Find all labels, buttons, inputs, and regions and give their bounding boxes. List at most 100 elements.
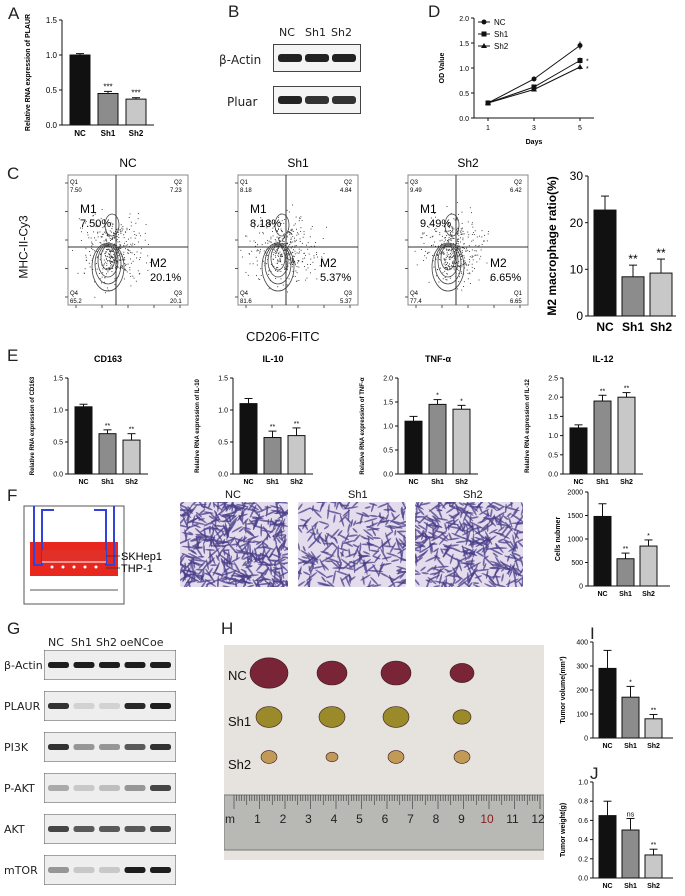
x-tick-label: Sh1 <box>101 479 114 486</box>
flow-contour <box>270 245 286 271</box>
y-tick-label: 0.5 <box>383 447 393 454</box>
blot-g-band-row <box>44 650 176 680</box>
x-axis-label: Days <box>526 139 543 146</box>
blot-b-row-actin: β-Actin <box>219 53 262 67</box>
quadrant-label: Q3 <box>174 291 183 297</box>
significance-label: * <box>586 59 589 66</box>
legend-marker <box>481 43 487 48</box>
blot-band <box>48 867 69 873</box>
blot-g-lane-oe: oe <box>150 636 164 649</box>
y-tick-label: 1.0 <box>383 423 393 430</box>
x-tick-label: NC <box>243 479 253 486</box>
ruler-label: 3 <box>305 812 312 826</box>
y-tick-label: 1.5 <box>383 399 393 406</box>
flow-contour <box>434 243 462 285</box>
flow-contour <box>440 245 456 271</box>
panel-label-b: B <box>228 2 240 21</box>
data-point <box>577 43 583 48</box>
tumor <box>255 706 283 728</box>
y-tick-label: 2.0 <box>548 395 558 402</box>
significance-label: * <box>436 393 439 400</box>
y-tick-label: 1.0 <box>218 407 228 414</box>
schematic-skhep1: SKHep1 <box>121 551 162 563</box>
blot-g-row-label: β-Actin <box>4 659 43 672</box>
y-tick-label: 0 <box>579 583 583 590</box>
tumor <box>449 663 475 683</box>
blot-panel-b: NC Sh1 Sh2 β-Actin Pluar <box>215 20 365 120</box>
data-point <box>531 86 537 92</box>
quadrant-label: Q3 <box>344 291 353 297</box>
x-tick-label: NC <box>408 479 418 486</box>
x-tick-label: Sh1 <box>624 883 637 890</box>
quadrant-value: 81.6 <box>240 299 252 305</box>
x-tick-label: Sh1 <box>624 743 637 750</box>
quadrant-label: Q4 <box>240 291 249 297</box>
bar <box>404 420 423 475</box>
tumor <box>452 709 472 725</box>
blot-g-row-label: PI3K <box>4 741 29 754</box>
tumor <box>260 750 278 764</box>
chart-panel-i-volume: 0 100 200 300 400 NC * Sh1 ** Sh2 Tumor volume(mm³… <box>560 639 673 750</box>
flow-contour <box>267 244 289 278</box>
ruler <box>224 794 544 851</box>
flow-frame <box>237 174 359 306</box>
m2-value: 20.1% <box>150 272 181 284</box>
tumor-row-sh1: Sh1 <box>228 714 252 729</box>
y-tick-label: 1.0 <box>53 407 63 414</box>
blot-band <box>73 826 95 832</box>
transwell-photo-nc <box>180 502 288 587</box>
bar <box>239 403 258 475</box>
blot-band <box>150 867 171 873</box>
y-tick-label: 300 <box>576 663 588 670</box>
chart-panel-c-m2-ratio: 0 10 20 30 NC ** Sh1 ** Sh2 M2 macrophage ratio(%… <box>545 169 676 334</box>
m1-value: 8.18% <box>250 218 281 230</box>
quadrant-value: 7.50 <box>70 188 82 194</box>
x-tick-label: 3 <box>532 125 536 132</box>
blot-g-row-label: P-AKT <box>4 782 35 795</box>
y-tick-label: 0.5 <box>218 439 228 446</box>
m2-value: 6.65% <box>490 272 521 284</box>
panel-label-i: I <box>590 624 595 643</box>
y-axis-label: Relative RNA expression of TNF-α <box>360 377 366 474</box>
flow-contour <box>431 242 465 292</box>
blot-band <box>124 826 146 832</box>
blot-band <box>124 744 146 750</box>
ruler-label: 7 <box>407 812 414 826</box>
quadrant-value: 6.42 <box>510 188 522 194</box>
significance-label: ** <box>628 252 638 266</box>
y-tick-label: 100 <box>576 711 588 718</box>
blot-b-lane-nc: NC <box>279 26 295 39</box>
blot-b-lane-sh1: Sh1 <box>305 26 326 39</box>
x-tick-label: Sh2 <box>290 479 303 486</box>
blot-g-row-label: AKT <box>4 823 25 836</box>
y-tick-label: 500 <box>571 560 583 567</box>
y-tick-label: 1000 <box>567 536 583 543</box>
ruler-label: 8 <box>433 812 440 826</box>
chart-title: TNF-α <box>425 354 451 364</box>
quadrant-value: 5.37 <box>340 299 352 305</box>
flow-contour <box>444 213 460 237</box>
quadrant-value: 77.4 <box>410 299 422 305</box>
legend-label: Sh1 <box>494 30 509 39</box>
y-axis-label: Tumor volume(mm³) <box>560 656 567 723</box>
flow-contour <box>104 213 120 237</box>
bar <box>122 439 141 475</box>
legend-label: NC <box>494 18 506 27</box>
y-tick-label: 2.0 <box>459 16 469 23</box>
y-tick-label: 0.0 <box>578 875 588 882</box>
chart-panel-e-il12: 0.0 0.5 1.0 1.5 2.0 2.5 NC ** Sh1 ** Sh2 Relative R… <box>525 354 643 486</box>
flow-plot-sh1: Sh1 Q1 8.18 Q2 4.84 Q4 81.6 Q3 5.37 M1 8.18% M2 5.37… <box>235 156 359 308</box>
y-tick-label: 0.0 <box>46 121 58 130</box>
ruler-label: 1 <box>254 812 261 826</box>
significance-label: ** <box>270 424 276 431</box>
quadrant-value: 6.65 <box>510 299 522 305</box>
legend-marker <box>481 19 487 25</box>
x-tick-label: 5 <box>578 125 582 132</box>
m1-label: M1 <box>250 202 267 216</box>
panel-label-f: F <box>7 486 18 505</box>
y-tick-label: 0.5 <box>459 91 469 98</box>
blot-band <box>99 744 120 750</box>
chart-panel-j-weight: 0.0 0.2 0.4 0.6 0.8 1.0 NC ns Sh1 ** Sh2 Tumor weig… <box>560 779 673 890</box>
significance-label: * <box>629 679 632 686</box>
y-tick-label: 1.5 <box>46 16 58 25</box>
